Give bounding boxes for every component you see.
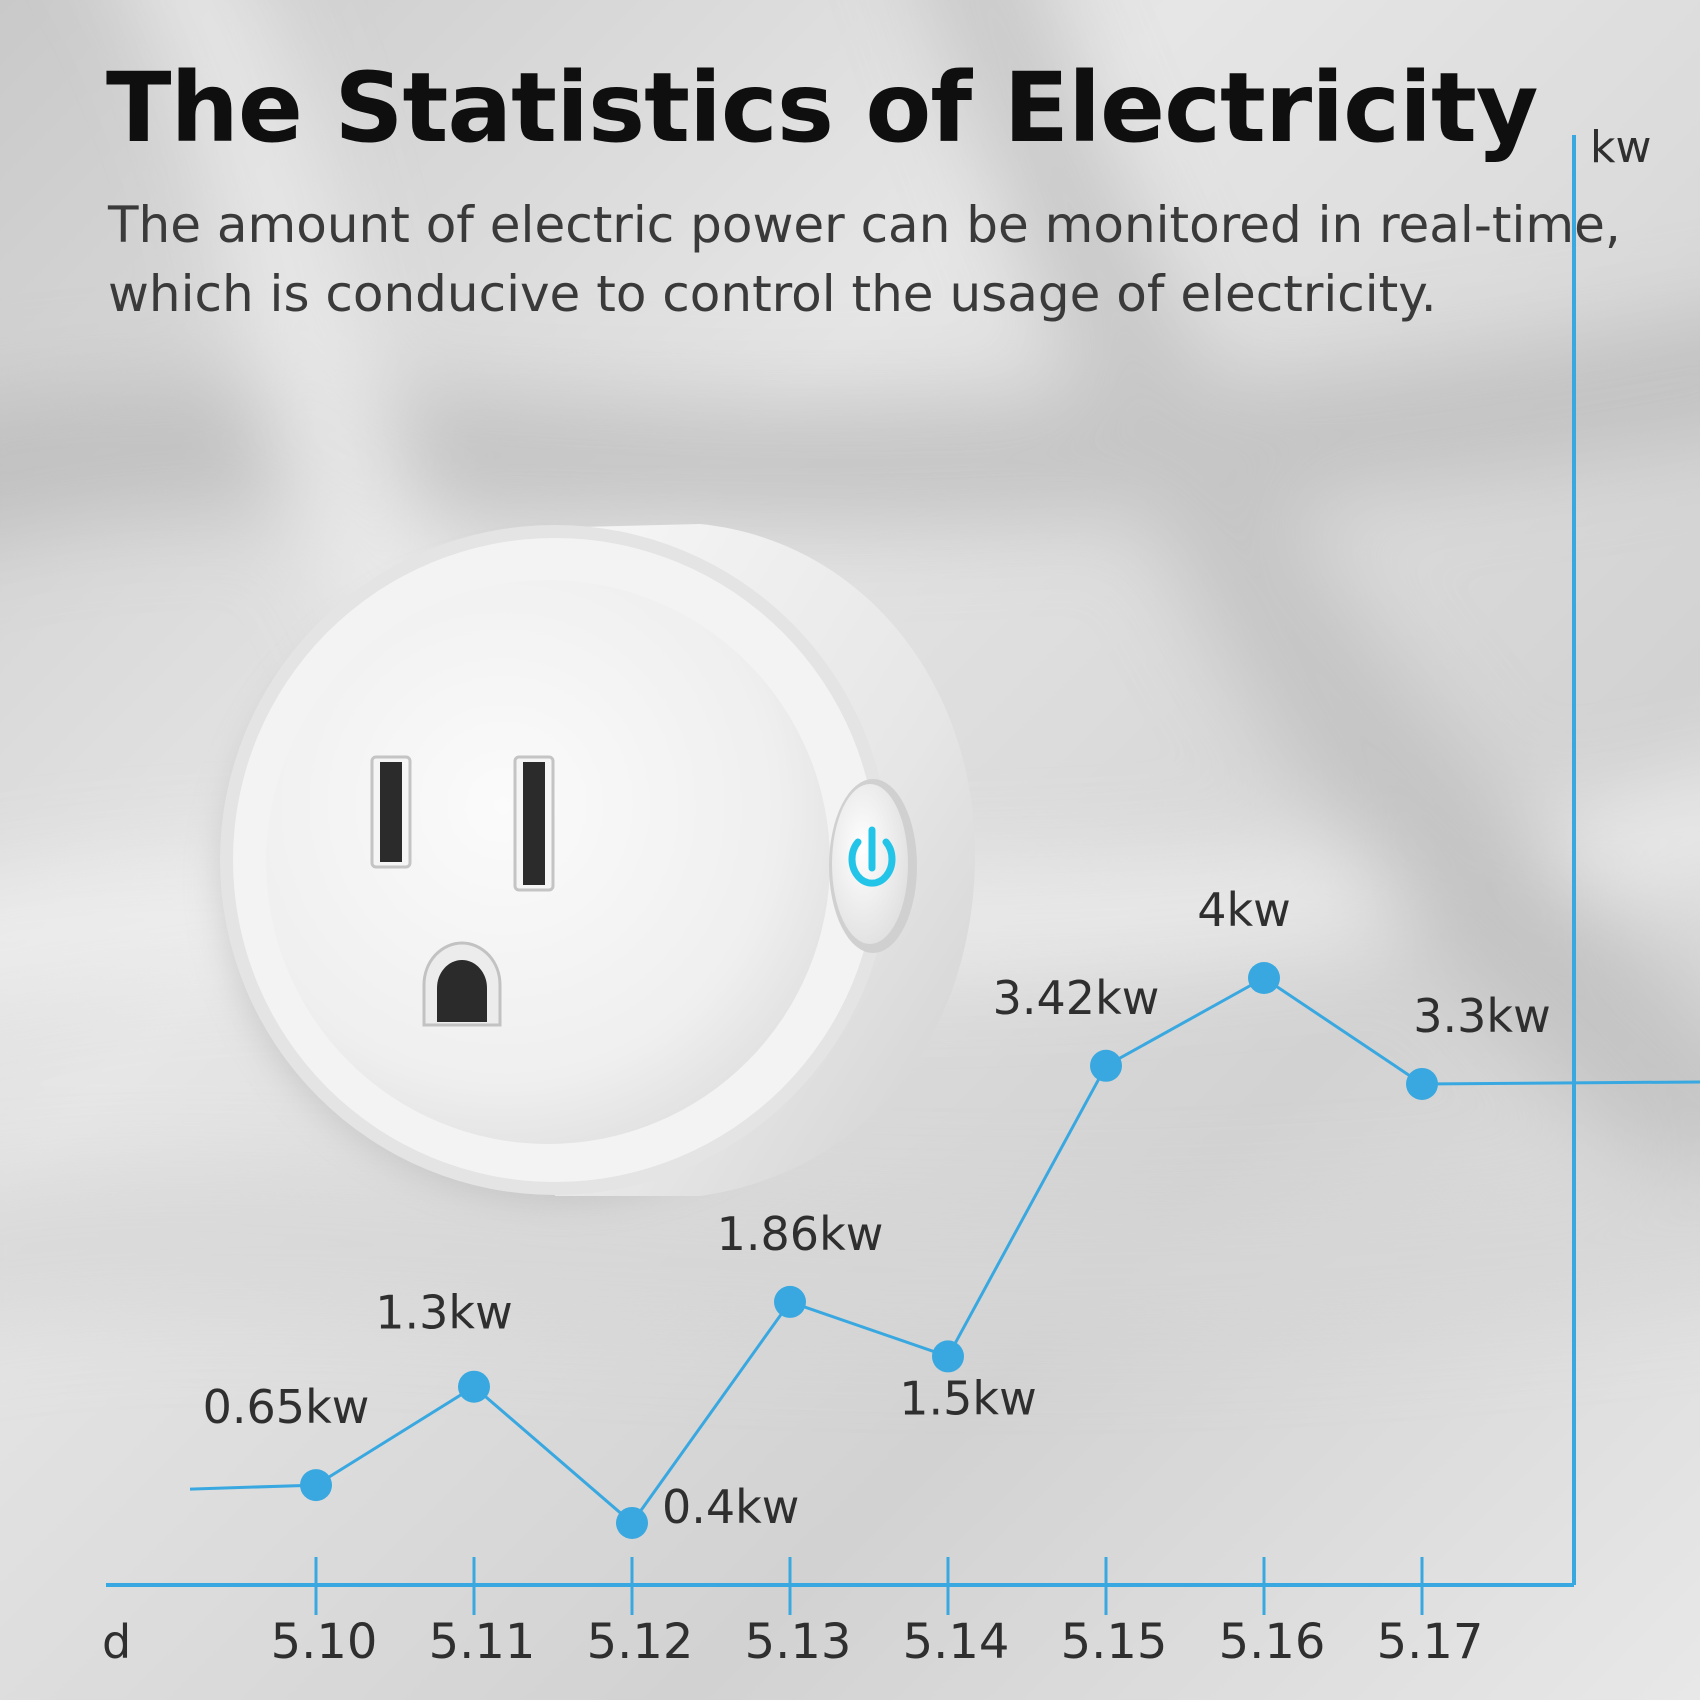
series-points	[300, 962, 1438, 1539]
subtitle-line-2: which is conducive to control the usage …	[108, 265, 1437, 323]
data-point-5.15	[1090, 1049, 1122, 1082]
page-title: The Statistics of Electricity	[106, 52, 1538, 164]
data-point-5.13	[774, 1285, 806, 1318]
x-axis-ticks: 5.10 5.11 5.12 5.13 5.14 5.15 5.16 5.17	[271, 1557, 1484, 1670]
data-label-5.16: 4kw	[1197, 883, 1291, 937]
power-icon	[848, 826, 896, 887]
y-axis-label: kw	[1590, 122, 1651, 173]
x-tick-label: 5.12	[587, 1614, 694, 1670]
data-label-5.13: 1.86kw	[717, 1207, 884, 1261]
x-tick-label: 5.17	[1377, 1614, 1484, 1670]
data-point-5.10	[300, 1469, 332, 1502]
data-label-5.14: 1.5kw	[899, 1371, 1036, 1425]
data-label-5.17: 3.3kw	[1413, 989, 1550, 1043]
data-point-5.11	[458, 1370, 490, 1403]
data-point-5.12	[616, 1506, 648, 1539]
series-line-path	[189, 976, 1700, 1525]
x-tick-label: 5.11	[429, 1614, 536, 1670]
x-tick-label: 5.16	[1219, 1614, 1326, 1670]
subtitle-line-1: The amount of electric power can be moni…	[108, 196, 1621, 254]
smart-plug-illustration	[220, 524, 975, 1200]
data-point-5.14	[932, 1340, 964, 1373]
data-label-5.15: 3.42kw	[993, 971, 1160, 1025]
x-tick-label: 5.10	[271, 1614, 378, 1670]
data-point-5.17	[1406, 1067, 1438, 1100]
chart-axes	[106, 135, 1576, 1587]
x-tick-label: 5.14	[903, 1614, 1010, 1670]
data-point-5.16	[1248, 962, 1280, 994]
x-tick-label: 5.13	[745, 1614, 852, 1670]
data-label-5.12: 0.4kw	[662, 1480, 799, 1534]
x-axis-label: d	[102, 1615, 131, 1669]
data-label-5.11: 1.3kw	[375, 1286, 512, 1340]
data-label-5.10: 0.65kw	[203, 1380, 370, 1434]
x-tick-label: 5.15	[1061, 1614, 1168, 1670]
series-line	[189, 976, 1700, 1525]
